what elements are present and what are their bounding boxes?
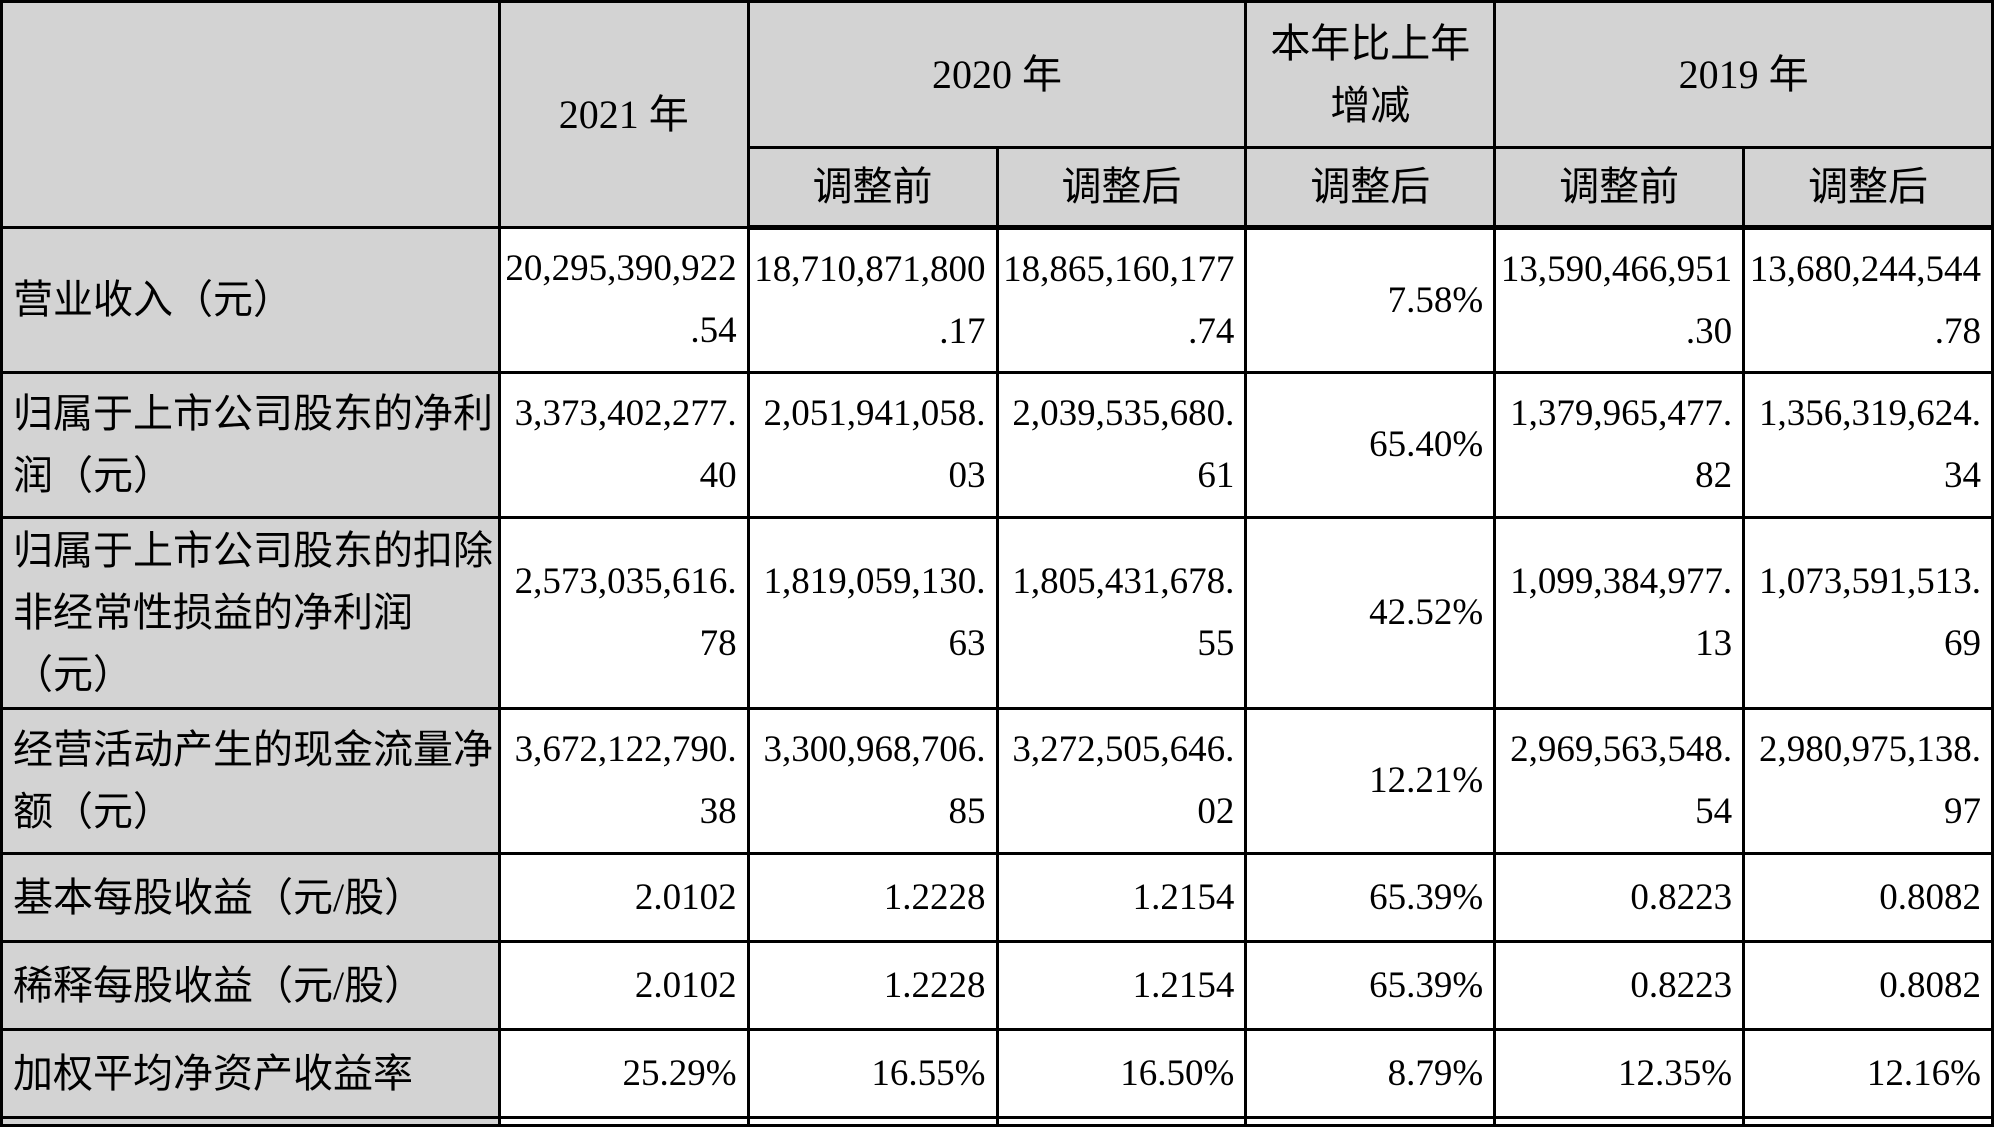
value-cell: 18,865,160,177 .74 bbox=[995, 226, 1248, 374]
col-header-2021: 2021 年 bbox=[497, 0, 750, 229]
subheader-2020-pre: 调整前 bbox=[746, 146, 999, 230]
col-header-change: 本年比上年增减 bbox=[1244, 0, 1497, 149]
value-cell: 1.2228 bbox=[746, 940, 999, 1031]
row-label: 基本每股收益（元/股） bbox=[0, 852, 501, 943]
value-cell: 25.29% bbox=[497, 1028, 750, 1119]
subheader-change-post: 调整后 bbox=[1244, 146, 1497, 230]
value-cell: 1.2154 bbox=[995, 852, 1248, 943]
value-cell: 1.2228 bbox=[746, 852, 999, 943]
table-row: 归属于上市公司股东的扣除非经常性损益的净利润（元） 2,573,035,616.… bbox=[0, 516, 1994, 710]
value-cell: 0.8082 bbox=[1742, 940, 1994, 1031]
table-row: 归属于上市公司股东的净利润（元） 3,373,402,277. 40 2,051… bbox=[0, 371, 1994, 519]
value-cell: 12.35% bbox=[1493, 1028, 1746, 1119]
row-label: 营业收入（元） bbox=[0, 226, 501, 374]
value-cell: 65.39% bbox=[1244, 852, 1497, 943]
header-row-years: 2021 年 2020 年 本年比上年增减 2019 年 bbox=[0, 0, 1994, 229]
value-cell: 18,710,871,800 .17 bbox=[746, 226, 999, 374]
table-row: 加权平均净资产收益率 25.29% 16.55% 16.50% 8.79% 12… bbox=[0, 1028, 1994, 1119]
value-cell: 2,573,035,616. 78 bbox=[497, 516, 750, 710]
value-cell: 16.50% bbox=[995, 1028, 1248, 1119]
col-header-2020: 2020 年 bbox=[746, 0, 1248, 149]
row-label: 经营活动产生的现金流量净额（元） bbox=[0, 707, 501, 855]
value-cell: 20,295,390,922 .54 bbox=[497, 226, 750, 374]
value-cell: 2.0102 bbox=[497, 940, 750, 1031]
value-cell: 7.58% bbox=[1244, 226, 1497, 374]
value-cell: 65.39% bbox=[1244, 940, 1497, 1031]
col-header-2019: 2019 年 bbox=[1493, 0, 1994, 149]
table-row: 基本每股收益（元/股） 2.0102 1.2228 1.2154 65.39% … bbox=[0, 852, 1994, 943]
corner-cell bbox=[0, 0, 501, 229]
value-cell: 16.55% bbox=[746, 1028, 999, 1119]
row-label: 加权平均净资产收益率 bbox=[0, 1028, 501, 1119]
value-cell: 2,051,941,058. 03 bbox=[746, 371, 999, 519]
value-cell: 1,099,384,977. 13 bbox=[1493, 516, 1746, 710]
value-cell: 42.52% bbox=[1244, 516, 1497, 710]
value-cell: 0.8223 bbox=[1493, 940, 1746, 1031]
value-cell: 3,672,122,790. 38 bbox=[497, 707, 750, 855]
value-cell: 3,272,505,646. 02 bbox=[995, 707, 1248, 855]
value-cell: 12.21% bbox=[1244, 707, 1497, 855]
value-cell: 0.8082 bbox=[1742, 852, 1994, 943]
value-cell: 1,073,591,513. 69 bbox=[1742, 516, 1994, 710]
value-cell: 2,039,535,680. 61 bbox=[995, 371, 1248, 519]
value-cell: 2,980,975,138. 97 bbox=[1742, 707, 1994, 855]
value-cell: 3,373,402,277. 40 bbox=[497, 371, 750, 519]
table-row: 稀释每股收益（元/股） 2.0102 1.2228 1.2154 65.39% … bbox=[0, 940, 1994, 1031]
cut-off-row bbox=[0, 1116, 1994, 1127]
header-row-adjustments: 调整前 调整后 调整后 调整前 调整后 bbox=[2, 146, 1994, 230]
value-cell: 1,805,431,678. 55 bbox=[995, 516, 1248, 710]
table-row: 营业收入（元） 20,295,390,922 .54 18,710,871,80… bbox=[0, 226, 1994, 374]
value-cell: 1,356,319,624. 34 bbox=[1742, 371, 1994, 519]
value-cell: 3,300,968,706. 85 bbox=[746, 707, 999, 855]
value-cell: 65.40% bbox=[1244, 371, 1497, 519]
subheader-2019-pre: 调整前 bbox=[1493, 146, 1746, 230]
row-label bbox=[0, 1116, 501, 1127]
value-cell: 0.8223 bbox=[1493, 852, 1746, 943]
value-cell: 2.0102 bbox=[497, 852, 750, 943]
value-cell: 1,819,059,130. 63 bbox=[746, 516, 999, 710]
value-cell: 8.79% bbox=[1244, 1028, 1497, 1119]
row-label: 归属于上市公司股东的净利润（元） bbox=[0, 371, 501, 519]
row-label: 稀释每股收益（元/股） bbox=[0, 940, 501, 1031]
subheader-2020-post: 调整后 bbox=[995, 146, 1248, 230]
row-label: 归属于上市公司股东的扣除非经常性损益的净利润（元） bbox=[0, 516, 501, 710]
value-cell: 12.16% bbox=[1742, 1028, 1994, 1119]
table-row: 经营活动产生的现金流量净额（元） 3,672,122,790. 38 3,300… bbox=[0, 707, 1994, 855]
value-cell: 1,379,965,477. 82 bbox=[1493, 371, 1746, 519]
value-cell: 13,590,466,951 .30 bbox=[1493, 226, 1746, 374]
value-cell: 2,969,563,548. 54 bbox=[1493, 707, 1746, 855]
subheader-2019-post: 调整后 bbox=[1742, 146, 1994, 230]
value-cell: 1.2154 bbox=[995, 940, 1248, 1031]
value-cell: 13,680,244,544 .78 bbox=[1742, 226, 1994, 374]
